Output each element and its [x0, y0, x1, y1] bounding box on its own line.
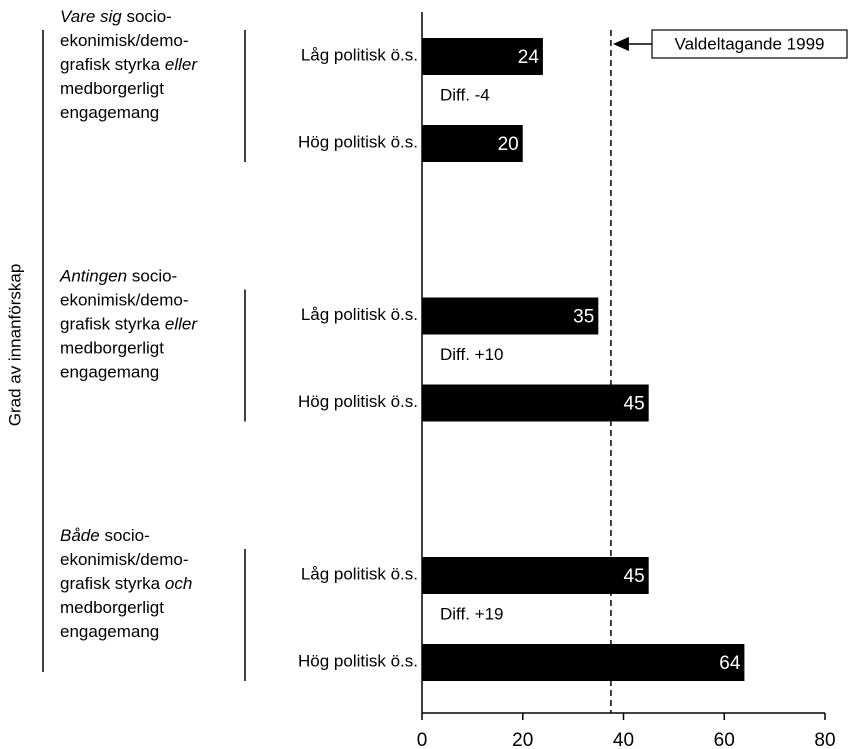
category-label: Hög politisk ö.s. [298, 132, 418, 151]
x-tick-label: 60 [714, 730, 735, 749]
diff-label: Diff. +10 [440, 345, 503, 364]
x-tick-label: 40 [613, 730, 634, 749]
group-label-segment: och [165, 574, 192, 593]
group-label-line: ekonimisk/demo- [60, 31, 189, 50]
value-label: 24 [518, 47, 540, 68]
group-label-segment: socio- [104, 526, 149, 545]
group-label-segment: ekonimisk/demo- [60, 550, 189, 569]
group-label-segment: grafisk styrka [60, 55, 161, 74]
group-label-line: grafisk styrka eller [60, 315, 198, 334]
annotation-arrowhead [612, 37, 629, 51]
group-label-line: engagemang [60, 103, 159, 122]
bar [422, 557, 649, 594]
group-label-line: medborgerligt [60, 339, 164, 358]
x-tick-label: 0 [417, 730, 428, 749]
bar [422, 297, 599, 335]
bar [422, 644, 745, 681]
value-label: 35 [573, 307, 594, 328]
bar [422, 38, 543, 75]
x-tick-label: 20 [512, 730, 533, 749]
group-label-segment: engagemang [60, 622, 159, 641]
group-label-line: ekonimisk/demo- [60, 291, 189, 310]
group-label-segment: grafisk styrka [60, 574, 161, 593]
group-label-line: medborgerligt [60, 79, 164, 98]
group-label-segment: Vare sig [60, 7, 122, 26]
group-label-line: Vare sig socio- [60, 7, 172, 26]
group-label-line: Antingen socio- [59, 267, 177, 286]
group-label-line: Både socio- [60, 526, 150, 545]
group-label-segment: engagemang [60, 103, 159, 122]
group-label-line: engagemang [60, 363, 159, 382]
annotation-box [651, 29, 848, 59]
group-label-segment: Både [60, 526, 100, 545]
group-label-line: grafisk styrka eller [60, 55, 198, 74]
bar [422, 384, 649, 422]
group-label-segment: ekonimisk/demo- [60, 291, 189, 310]
value-label: 64 [719, 653, 741, 674]
group-label-segment: medborgerligt [60, 79, 164, 98]
group-label-segment: engagemang [60, 363, 159, 382]
group-label-segment: medborgerligt [60, 598, 164, 617]
group-label-segment: socio- [126, 7, 171, 26]
group-label-segment: Antingen [59, 267, 127, 286]
value-label: 45 [624, 394, 645, 415]
group-label-segment: grafisk styrka [60, 315, 161, 334]
category-label: Hög politisk ö.s. [298, 651, 418, 670]
category-label: Hög politisk ö.s. [298, 392, 418, 411]
group-label-segment: ekonimisk/demo- [60, 31, 189, 50]
diff-label: Diff. -4 [440, 85, 490, 104]
bar [422, 125, 523, 162]
annotation-text: Valdeltagande 1999 [675, 34, 825, 53]
y-axis-label: Grad av innanförskap [5, 264, 24, 427]
group-label-segment: eller [165, 315, 198, 334]
group-label-line: ekonimisk/demo- [60, 550, 189, 569]
category-label: Låg politisk ö.s. [301, 305, 418, 324]
category-label: Låg politisk ö.s. [301, 564, 418, 583]
x-tick-label: 80 [814, 730, 835, 749]
value-label: 45 [624, 566, 645, 587]
group-label-line: engagemang [60, 622, 159, 641]
group-label-line: medborgerligt [60, 598, 164, 617]
group-label-segment: eller [165, 55, 198, 74]
group-label-segment: medborgerligt [60, 339, 164, 358]
value-label: 20 [498, 134, 519, 155]
group-label-line: grafisk styrka och [60, 574, 192, 593]
diff-label: Diff. +19 [440, 604, 503, 623]
group-label-segment: socio- [132, 267, 177, 286]
category-label: Låg politisk ö.s. [301, 45, 418, 64]
